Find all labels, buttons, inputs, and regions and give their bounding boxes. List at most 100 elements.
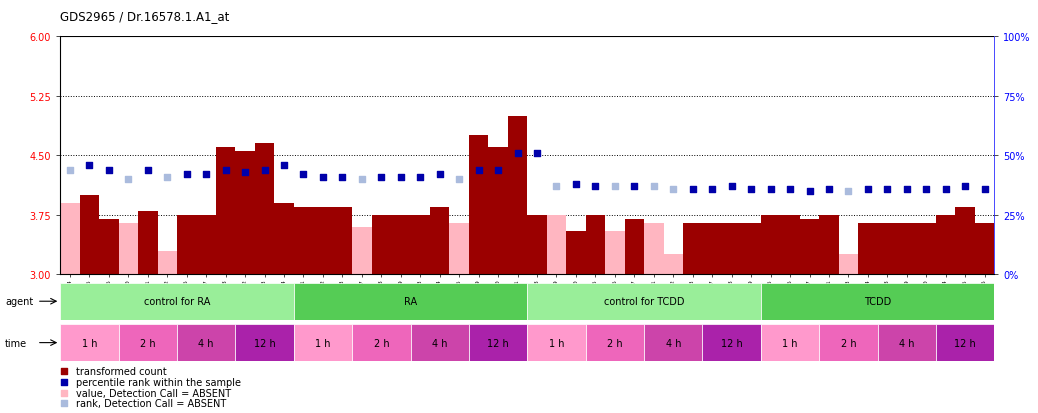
Point (723, 183, 740, 190)
Bar (917, 223, 936, 275)
Bar (255, 144, 274, 275)
Bar (858, 223, 878, 275)
Bar (722, 223, 741, 275)
Bar (625, 219, 644, 275)
Point (490, 167, 507, 173)
Bar (663, 255, 683, 275)
Bar (508, 116, 527, 275)
Bar (819, 215, 839, 275)
Bar (761, 324, 819, 361)
Bar (585, 324, 644, 361)
Point (120, 176, 137, 183)
Text: 2 h: 2 h (374, 338, 389, 348)
Bar (741, 223, 761, 275)
Bar (294, 207, 313, 275)
Bar (567, 231, 585, 275)
Bar (216, 148, 236, 275)
Bar (352, 324, 411, 361)
Bar (897, 223, 917, 275)
Point (373, 174, 389, 180)
Text: 2 h: 2 h (607, 338, 623, 348)
Bar (332, 207, 352, 275)
Text: TCDD: TCDD (864, 297, 892, 306)
Point (528, 150, 545, 157)
Point (450, 176, 467, 183)
Text: 1 h: 1 h (82, 338, 98, 348)
Point (859, 186, 876, 192)
Point (392, 174, 409, 180)
Bar (683, 223, 703, 275)
Text: transformed count: transformed count (76, 366, 166, 376)
Text: 2 h: 2 h (841, 338, 856, 348)
Point (743, 186, 760, 192)
Bar (800, 219, 819, 275)
Bar (975, 223, 994, 275)
Point (61, 167, 78, 173)
Bar (118, 324, 176, 361)
Bar (703, 223, 722, 275)
Text: 1 h: 1 h (316, 338, 331, 348)
Point (588, 183, 604, 190)
Bar (644, 324, 703, 361)
Point (918, 186, 934, 192)
Point (977, 186, 993, 192)
Bar (138, 211, 158, 275)
Text: percentile rank within the sample: percentile rank within the sample (76, 377, 241, 387)
Point (198, 172, 215, 178)
Text: rank, Detection Call = ABSENT: rank, Detection Call = ABSENT (76, 399, 226, 408)
Bar (158, 251, 176, 275)
Point (354, 176, 371, 183)
Text: control for RA: control for RA (144, 297, 210, 306)
Point (937, 186, 954, 192)
Bar (936, 324, 994, 361)
Text: 1 h: 1 h (549, 338, 565, 348)
Text: 12 h: 12 h (253, 338, 275, 348)
Bar (176, 324, 236, 361)
Point (665, 186, 682, 192)
Point (217, 167, 234, 173)
Point (510, 150, 526, 157)
Text: GDS2965 / Dr.16578.1.A1_at: GDS2965 / Dr.16578.1.A1_at (60, 10, 229, 23)
Bar (527, 215, 547, 275)
Bar (877, 324, 936, 361)
Point (101, 167, 117, 173)
Point (315, 174, 331, 180)
Text: time: time (5, 338, 27, 348)
Point (81, 162, 98, 169)
Bar (352, 227, 372, 275)
Bar (411, 215, 430, 275)
Bar (605, 231, 625, 275)
Point (159, 174, 175, 180)
Bar (80, 195, 100, 275)
Point (139, 167, 156, 173)
Point (899, 186, 916, 192)
Point (606, 183, 623, 190)
Point (782, 186, 798, 192)
Bar (489, 148, 508, 275)
Point (840, 188, 856, 195)
Text: 2 h: 2 h (140, 338, 156, 348)
Point (704, 186, 720, 192)
Bar (761, 283, 994, 320)
Bar (839, 255, 858, 275)
Point (568, 181, 584, 188)
Point (56, 368, 73, 374)
Bar (469, 324, 527, 361)
Text: agent: agent (5, 297, 33, 306)
Point (56, 400, 73, 407)
Point (470, 167, 487, 173)
Bar (236, 324, 294, 361)
Bar (118, 223, 138, 275)
Text: 12 h: 12 h (487, 338, 509, 348)
Point (646, 183, 662, 190)
Point (801, 188, 818, 195)
Point (334, 174, 351, 180)
Text: 4 h: 4 h (432, 338, 447, 348)
Bar (761, 215, 781, 275)
Point (684, 186, 701, 192)
Bar (703, 324, 761, 361)
Point (412, 174, 429, 180)
Point (821, 186, 838, 192)
Text: 12 h: 12 h (720, 338, 742, 348)
Bar (449, 223, 469, 275)
